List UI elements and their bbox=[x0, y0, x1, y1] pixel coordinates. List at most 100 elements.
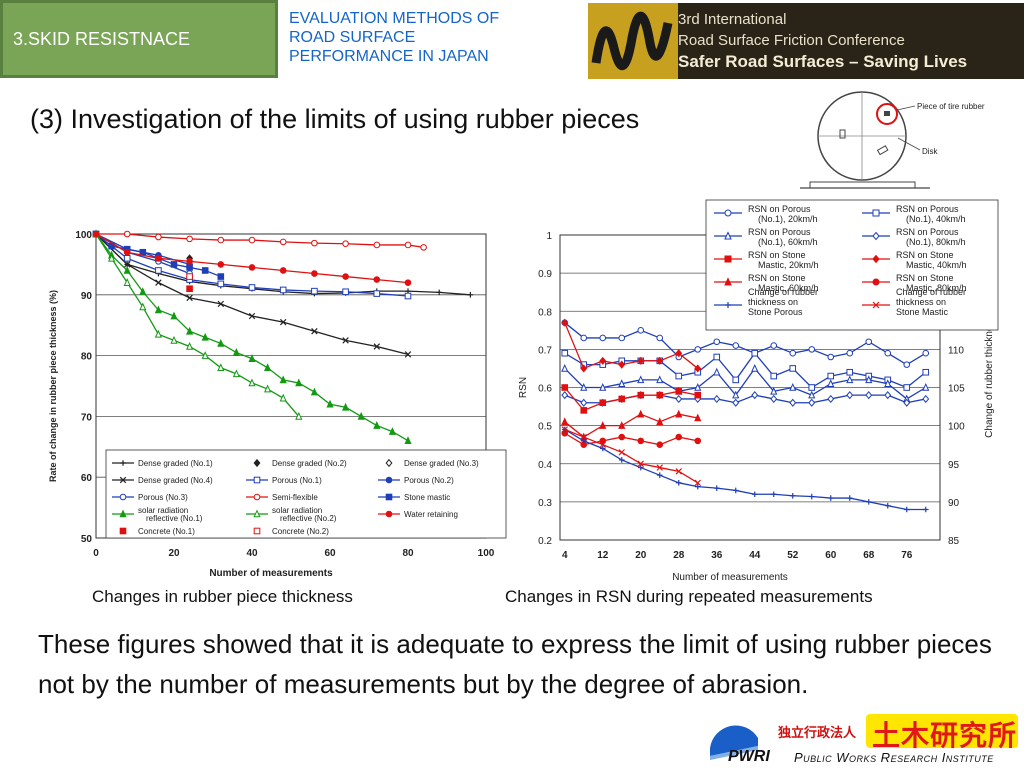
pwri-mark-icon bbox=[710, 714, 1018, 760]
data-point bbox=[724, 255, 732, 263]
legend-item: Dense graded (No.4) bbox=[112, 476, 213, 485]
data-point bbox=[139, 287, 147, 296]
data-point bbox=[186, 285, 193, 293]
y-tick-label: 0.2 bbox=[538, 536, 552, 547]
legend-item: Porous (No.2) bbox=[378, 476, 454, 485]
series-line bbox=[564, 428, 926, 511]
data-point bbox=[186, 264, 193, 271]
data-point bbox=[618, 334, 626, 342]
legend-label: Porous (No.1) bbox=[272, 476, 322, 485]
x-axis-label: Number of measurements bbox=[209, 568, 333, 579]
data-point bbox=[311, 239, 318, 247]
x-tick-label: 20 bbox=[168, 548, 180, 559]
data-point bbox=[694, 346, 702, 353]
legend-label: Mastic, 80km/h bbox=[906, 283, 967, 293]
data-point bbox=[342, 273, 349, 280]
data-point bbox=[170, 335, 178, 344]
slide-subtitle: EVALUATION METHODS OF ROAD SURFACE PERFO… bbox=[289, 9, 579, 66]
legend-label: Dense graded (No.3) bbox=[404, 459, 479, 468]
data-point bbox=[724, 277, 732, 286]
data-point bbox=[326, 399, 334, 408]
data-point bbox=[827, 379, 835, 387]
data-point bbox=[561, 349, 569, 357]
data-point bbox=[154, 329, 162, 338]
legend-label: (No.1), 20km/h bbox=[758, 214, 818, 224]
data-point bbox=[884, 349, 892, 357]
data-point bbox=[295, 411, 303, 420]
data-point bbox=[713, 338, 721, 346]
legend-item: Semi-flexible bbox=[246, 493, 318, 502]
y-tick-label: 0.6 bbox=[538, 384, 552, 395]
data-point bbox=[404, 351, 412, 358]
data-point bbox=[253, 493, 261, 501]
y2-tick-label: 110 bbox=[948, 345, 964, 356]
data-point bbox=[675, 480, 682, 486]
data-point bbox=[599, 441, 606, 448]
data-point bbox=[580, 438, 587, 444]
legend-item: RSN on Porous(No.1), 80km/h bbox=[862, 227, 966, 247]
y2-axis-label: Change of rubber thickness (%) bbox=[984, 297, 995, 438]
y-tick-label: 0.5 bbox=[538, 422, 552, 433]
data-point bbox=[770, 342, 778, 349]
data-point bbox=[123, 278, 131, 286]
legend-label: reflective (No.2) bbox=[280, 514, 337, 523]
data-point bbox=[123, 255, 131, 262]
legend-label: Dense graded (No.4) bbox=[138, 476, 213, 485]
legend-label: (No.1), 80km/h bbox=[906, 237, 966, 247]
y-axis-label: Rate of change in rubber piece thickness… bbox=[48, 290, 58, 482]
legend-label: Porous (No.3) bbox=[138, 493, 188, 502]
data-point bbox=[186, 326, 194, 335]
y-tick-label: 0.8 bbox=[538, 307, 552, 318]
data-point bbox=[637, 437, 645, 445]
data-point bbox=[694, 413, 702, 422]
data-point bbox=[770, 394, 778, 404]
data-point bbox=[694, 479, 701, 487]
series-line bbox=[95, 233, 300, 417]
legend-label: Porous (No.2) bbox=[404, 476, 454, 485]
legend-item: RSN on Porous(No.1), 40km/h bbox=[862, 204, 966, 224]
data-point bbox=[311, 270, 318, 277]
data-point bbox=[770, 491, 777, 498]
legend-label: Stone Porous bbox=[748, 307, 803, 317]
data-point bbox=[656, 375, 664, 384]
data-point bbox=[656, 356, 664, 365]
section-tab: 3.SKID RESISTNACE bbox=[0, 0, 278, 78]
data-point bbox=[789, 492, 796, 499]
series-solar-radiation-reflective-no-2- bbox=[92, 229, 303, 420]
data-point bbox=[310, 387, 318, 396]
data-point bbox=[385, 476, 393, 484]
y-tick-label: 50 bbox=[81, 534, 93, 545]
data-point bbox=[373, 276, 381, 283]
data-point bbox=[342, 288, 349, 296]
subtitle-line: ROAD SURFACE bbox=[289, 29, 416, 46]
data-point bbox=[599, 399, 607, 407]
data-point bbox=[217, 363, 225, 372]
data-point bbox=[789, 398, 797, 407]
x-axis-label: Number of measurements bbox=[672, 572, 788, 583]
data-point bbox=[420, 244, 427, 251]
rubber-piece-label: Piece of tire rubber bbox=[917, 102, 985, 111]
series-rsn-on-stone-mastic-40km-h bbox=[561, 318, 702, 373]
y-tick-label: 1 bbox=[546, 231, 552, 242]
data-point bbox=[248, 378, 256, 387]
data-point bbox=[119, 476, 127, 484]
series-line bbox=[96, 233, 424, 249]
pwri-logo: 独立行政法人 土木研究所 PWRI Public Works Research … bbox=[706, 708, 1024, 768]
data-point bbox=[884, 391, 892, 400]
legend-label: solar radiation bbox=[272, 506, 322, 515]
data-point bbox=[618, 421, 626, 429]
x-tick-label: 60 bbox=[324, 548, 336, 559]
data-point bbox=[724, 209, 732, 217]
x-tick-label: 68 bbox=[863, 550, 875, 561]
data-point bbox=[656, 334, 664, 342]
rsn-chart: 0.2 0.3 0.4 0.5 0.6 0.7 0.8 0.9 1 85 90 95 100 105 110… bbox=[518, 199, 999, 583]
x-tick-label: 76 bbox=[901, 550, 913, 561]
data-point bbox=[789, 365, 797, 372]
data-point bbox=[903, 361, 911, 368]
data-point bbox=[827, 394, 835, 404]
